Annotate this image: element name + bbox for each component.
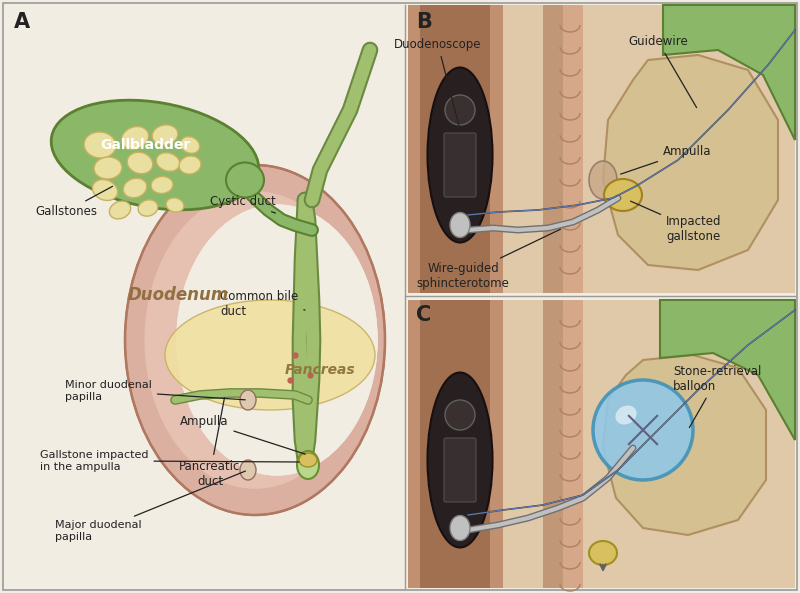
Ellipse shape (589, 541, 617, 565)
Ellipse shape (156, 153, 180, 171)
Ellipse shape (151, 177, 173, 193)
Text: C: C (416, 305, 431, 325)
Text: Gallstone impacted
in the ampulla: Gallstone impacted in the ampulla (40, 450, 299, 471)
Ellipse shape (138, 200, 158, 216)
Ellipse shape (589, 161, 617, 199)
Ellipse shape (450, 515, 470, 540)
Ellipse shape (226, 162, 264, 197)
Ellipse shape (127, 152, 153, 174)
Ellipse shape (615, 406, 637, 425)
Ellipse shape (125, 165, 385, 515)
Text: Wire-guided
sphincterotome: Wire-guided sphincterotome (417, 229, 561, 290)
Ellipse shape (152, 125, 178, 145)
Polygon shape (663, 5, 795, 140)
Text: Guidewire: Guidewire (628, 35, 697, 107)
Ellipse shape (427, 372, 493, 547)
Ellipse shape (427, 68, 493, 243)
Text: Major duodenal
papilla: Major duodenal papilla (55, 471, 246, 541)
FancyBboxPatch shape (420, 5, 490, 293)
Ellipse shape (297, 451, 319, 479)
Text: Impacted
gallstone: Impacted gallstone (630, 201, 722, 243)
Text: Ampulla: Ampulla (180, 415, 306, 454)
Polygon shape (603, 55, 778, 270)
Ellipse shape (445, 95, 475, 125)
Text: Gallbladder: Gallbladder (100, 138, 190, 152)
Ellipse shape (450, 212, 470, 238)
Text: Pancreas: Pancreas (285, 363, 355, 377)
Ellipse shape (84, 132, 116, 158)
Text: Ampulla: Ampulla (621, 145, 711, 174)
FancyBboxPatch shape (543, 5, 581, 293)
Ellipse shape (179, 156, 201, 174)
Ellipse shape (299, 453, 317, 467)
FancyBboxPatch shape (444, 438, 476, 502)
FancyBboxPatch shape (5, 5, 403, 588)
Text: B: B (416, 12, 432, 32)
FancyBboxPatch shape (543, 300, 581, 588)
Text: A: A (14, 12, 30, 32)
Ellipse shape (180, 136, 200, 154)
FancyBboxPatch shape (408, 5, 795, 293)
Ellipse shape (122, 126, 149, 149)
Text: Cystic duct: Cystic duct (210, 195, 276, 213)
Ellipse shape (94, 157, 122, 179)
Ellipse shape (240, 390, 256, 410)
Circle shape (593, 380, 693, 480)
Ellipse shape (445, 400, 475, 430)
FancyBboxPatch shape (408, 300, 503, 588)
FancyBboxPatch shape (563, 5, 583, 293)
Ellipse shape (166, 198, 184, 212)
FancyBboxPatch shape (563, 300, 583, 588)
Ellipse shape (176, 205, 378, 476)
Ellipse shape (165, 300, 375, 410)
Ellipse shape (145, 192, 366, 489)
FancyBboxPatch shape (444, 133, 476, 197)
Polygon shape (603, 355, 766, 535)
Polygon shape (660, 300, 795, 440)
Text: Gallstones: Gallstones (35, 186, 113, 218)
Ellipse shape (176, 205, 378, 476)
Ellipse shape (51, 100, 259, 210)
FancyBboxPatch shape (408, 5, 503, 293)
Ellipse shape (92, 180, 118, 200)
Ellipse shape (123, 178, 146, 198)
FancyBboxPatch shape (408, 300, 795, 588)
Text: Duodenum: Duodenum (127, 286, 229, 304)
Text: Common bile
duct: Common bile duct (220, 290, 305, 318)
Text: Minor duodenal
papilla: Minor duodenal papilla (65, 380, 246, 401)
Text: Pancreatic
duct: Pancreatic duct (179, 398, 241, 488)
Ellipse shape (110, 201, 130, 219)
Ellipse shape (240, 460, 256, 480)
FancyBboxPatch shape (420, 300, 490, 588)
FancyBboxPatch shape (3, 3, 797, 590)
Ellipse shape (604, 179, 642, 211)
Text: Stone-retrieval
balloon: Stone-retrieval balloon (673, 365, 762, 428)
Text: Duodenoscope: Duodenoscope (394, 38, 482, 127)
